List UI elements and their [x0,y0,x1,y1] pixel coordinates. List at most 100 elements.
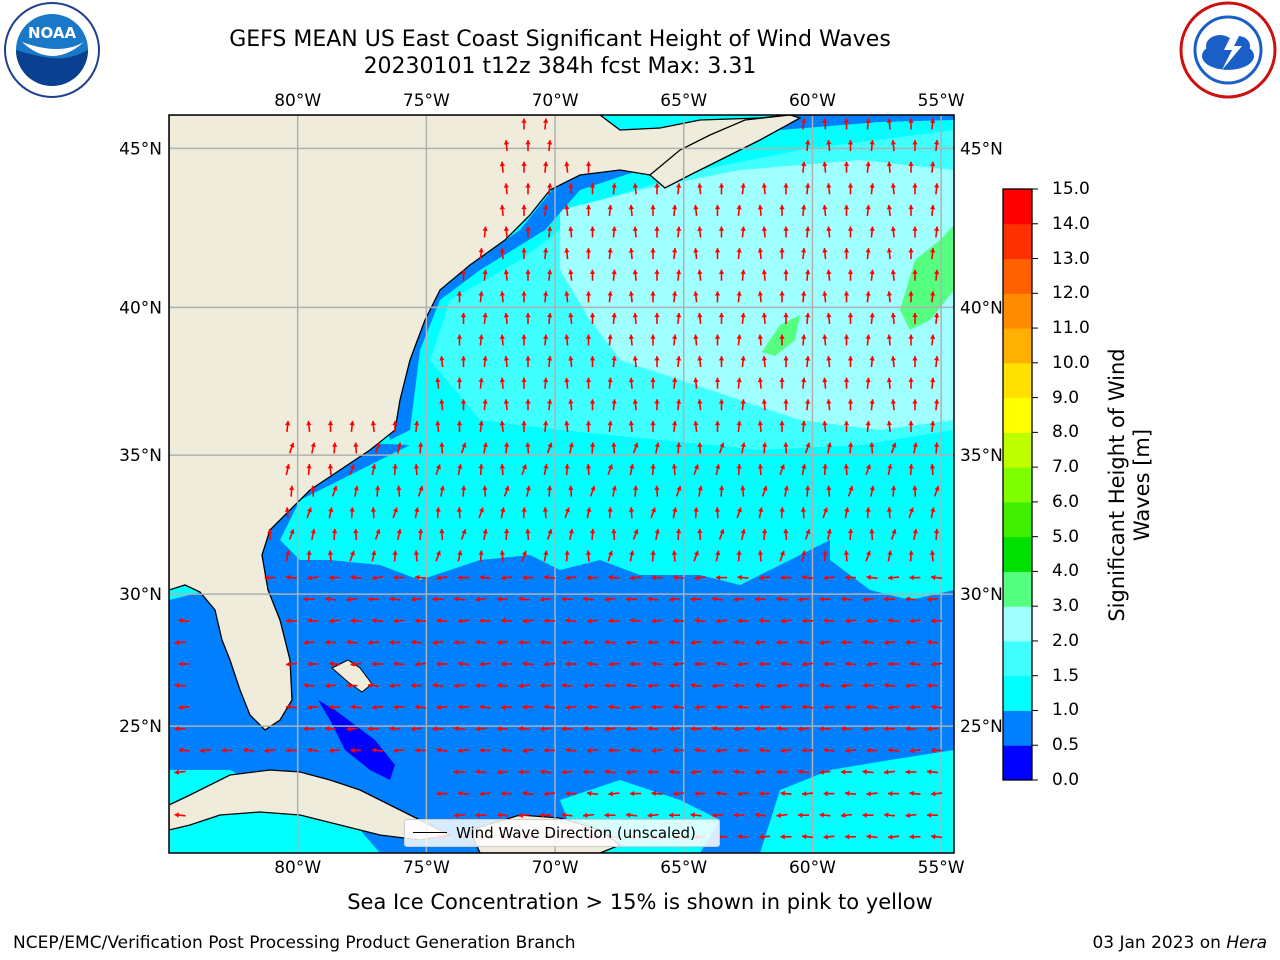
wave-direction-arrow [521,118,527,130]
wave-direction-arrow [693,377,699,389]
wave-direction-arrow [758,747,771,753]
wave-direction-arrow [525,399,531,411]
wave-direction-arrow [761,528,768,540]
wave-direction-arrow [611,269,617,281]
wave-direction-arrow [822,377,828,389]
wave-direction-arrow [460,442,467,454]
wave-direction-arrow [758,575,771,581]
wave-direction-arrow [585,204,592,216]
wave-direction-arrow [801,550,807,562]
wave-direction-arrow [499,464,506,476]
wave-direction-arrow [843,248,850,260]
wave-direction-arrow [776,596,788,602]
wave-direction-arrow [826,269,832,281]
wave-direction-arrow [869,183,875,195]
wave-direction-arrow [822,161,828,173]
wave-direction-arrow [740,399,746,411]
wave-direction-arrow [797,769,810,775]
wave-direction-arrow [800,291,807,303]
wave-direction-arrow [654,528,660,540]
wave-direction-arrow [522,704,534,710]
wave-direction-arrow [822,291,828,303]
wave-direction-arrow [908,550,914,562]
wave-direction-arrow [886,507,893,519]
wave-direction-arrow [869,485,875,497]
wave-direction-arrow [841,639,852,646]
wave-direction-arrow [862,682,874,689]
wave-direction-arrow [522,574,534,581]
wave-direction-arrow [543,550,549,562]
wave-direction-arrow [521,464,527,476]
colorbar-segment [1003,501,1032,538]
wave-direction-arrow [733,596,745,602]
wave-direction-arrow [583,769,594,775]
wave-direction-arrow [884,726,895,732]
wave-direction-arrow [396,442,402,454]
wave-direction-arrow [458,704,469,710]
wave-direction-arrow [757,420,764,432]
wave-direction-arrow [370,420,377,432]
wave-direction-arrow [822,118,828,130]
wave-direction-arrow [503,485,510,497]
wave-direction-arrow [697,399,703,411]
colorbar-label: Significant Height of Wind Waves [m] [1105,348,1154,622]
wave-direction-arrow [521,334,527,346]
wave-direction-arrow [370,507,377,519]
wave-direction-arrow [542,204,549,216]
wave-direction-arrow [869,356,875,368]
wave-direction-arrow [801,791,814,797]
wave-direction-arrow [544,618,555,624]
colorbar-tick-label: 3.0 [1052,596,1080,617]
wave-direction-arrow [783,442,789,454]
wave-direction-arrow [518,596,530,602]
wave-direction-arrow [862,596,874,602]
wave-direction-arrow [780,574,792,581]
wave-direction-arrow [718,183,725,195]
lon-label-top: 60°W [789,91,836,111]
wave-direction-arrow [435,420,441,432]
wave-direction-arrow [797,596,810,602]
wave-direction-arrow [761,269,768,281]
map-plot-area[interactable] [169,115,954,853]
wave-direction-arrow [783,399,789,411]
wave-direction-arrow [757,334,764,346]
wave-direction-arrow [460,269,467,281]
wave-direction-arrow [890,226,897,238]
wave-direction-arrow [414,704,427,710]
wave-direction-arrow [543,704,556,710]
wave-direction-arrow [886,118,893,130]
wave-direction-arrow [651,618,663,624]
wave-direction-arrow [346,639,358,645]
wave-direction-arrow [822,464,828,476]
wave-direction-arrow [823,747,835,753]
wave-direction-arrow [436,790,448,797]
wave-direction-arrow [883,769,896,775]
wave-direction-arrow [542,118,549,130]
wave-direction-arrow [565,747,577,753]
wave-direction-arrow [733,726,745,732]
wave-direction-arrow [672,704,685,710]
wave-direction-arrow [847,442,854,454]
wave-direction-arrow [714,507,721,519]
wave-direction-arrow [628,248,635,260]
wave-direction-arrow [933,226,940,238]
wave-direction-arrow [350,747,362,754]
wave-direction-arrow [908,118,914,130]
wave-direction-arrow [779,464,785,476]
wave-direction-arrow [651,574,663,581]
wave-direction-arrow [783,528,789,540]
wave-direction-arrow [843,291,850,303]
wave-direction-arrow [865,118,871,130]
wave-direction-arrow [328,507,334,519]
wave-direction-arrow [890,269,897,281]
wave-direction-arrow [350,574,362,581]
wave-direction-arrow [518,639,530,646]
wave-direction-arrow [909,790,921,797]
wave-direction-arrow [478,420,484,432]
wave-direction-arrow [671,291,678,303]
footer-date-text: 03 Jan 2023 on [1092,933,1227,953]
wave-direction-arrow [779,550,785,562]
wave-direction-arrow [822,507,828,519]
wave-direction-arrow [546,140,553,152]
wave-direction-arrow [503,312,510,324]
